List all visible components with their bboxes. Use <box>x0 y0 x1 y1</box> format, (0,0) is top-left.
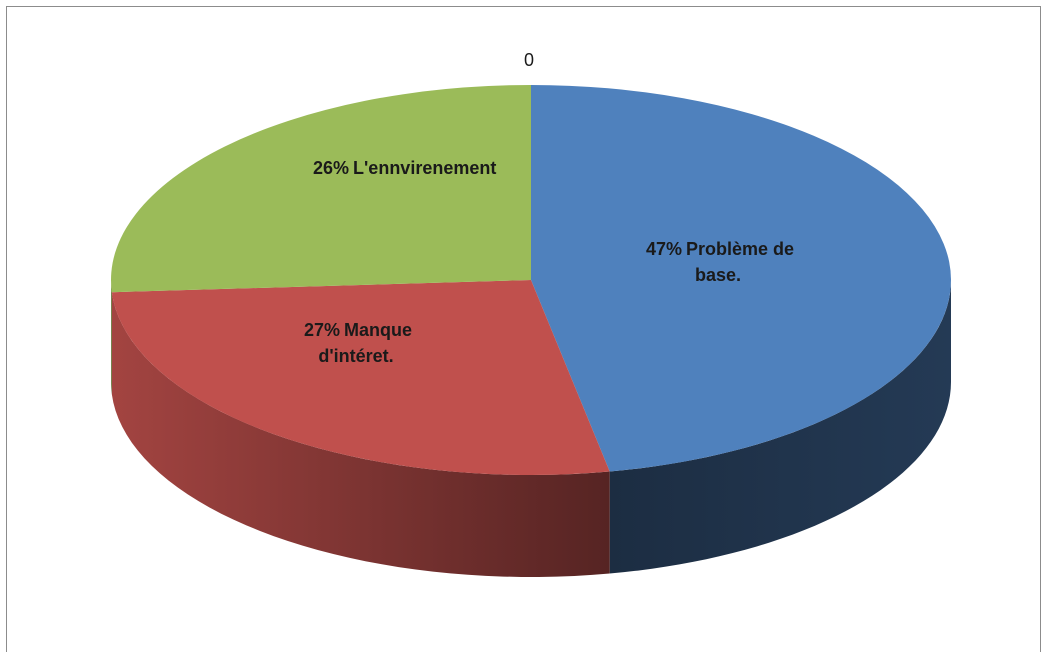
value-label: 0 <box>523 50 534 70</box>
category-label: L'ennvirenement <box>353 158 497 178</box>
slice <box>531 85 952 472</box>
slice <box>110 85 531 293</box>
slice-side <box>111 280 112 395</box>
chart-frame <box>6 6 1041 652</box>
slice <box>111 280 610 476</box>
slice-side <box>609 280 951 574</box>
slice-side <box>111 292 610 577</box>
value-label: 27% <box>303 320 340 340</box>
data-label: 0 <box>446 47 616 73</box>
category-label: Manque d'intéret. <box>318 320 413 366</box>
data-label: 26% L'ennvirenement <box>313 155 496 181</box>
data-label: 47% Problème de base. <box>635 236 805 288</box>
category-label: Problème de base. <box>685 239 795 285</box>
value-label: 26% <box>313 158 350 178</box>
data-label: 27% Manque d'intéret. <box>273 317 443 369</box>
value-label: 47% <box>645 239 682 259</box>
